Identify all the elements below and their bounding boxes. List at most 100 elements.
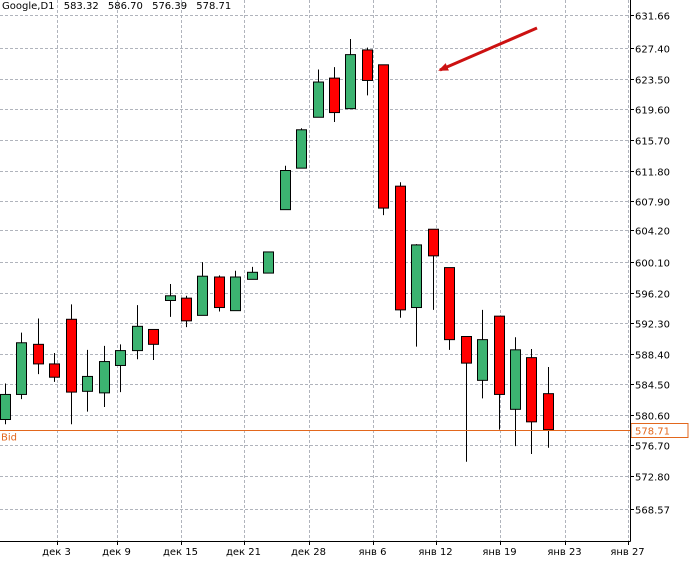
candle (411, 244, 422, 347)
candle-body-bull (197, 275, 208, 316)
candle-body-bull (247, 271, 258, 280)
y-tick-label: 623.50 (635, 76, 670, 87)
candle (296, 128, 307, 169)
y-tick-label: 619.60 (635, 106, 670, 117)
candle-body-bear (214, 276, 225, 309)
y-tick-label: 576.70 (635, 442, 670, 453)
candle (526, 349, 537, 454)
candle-body-bull (132, 325, 143, 352)
candle-body-bear (329, 77, 340, 114)
candle-body-bull (411, 244, 422, 309)
x-tick-label: янв 12 (418, 547, 452, 558)
candle-body-bull (115, 350, 126, 366)
candle (247, 266, 258, 280)
candle (66, 304, 77, 425)
y-tick-label: 607.90 (635, 198, 670, 209)
grid-layer (0, 0, 630, 541)
candle-body-bull (165, 295, 176, 301)
candle (148, 328, 159, 360)
candle-body-bull (82, 375, 93, 392)
candle-body-bull (99, 361, 110, 394)
x-tick-label: янв 27 (610, 547, 644, 558)
candle (99, 345, 110, 407)
y-tick-label: 611.80 (635, 168, 670, 179)
bid-price-label: 578.71 (635, 427, 670, 438)
y-tick-label: 568.57 (635, 506, 670, 517)
candle-body-bear (378, 64, 389, 209)
annotation-arrow (438, 26, 538, 72)
y-tick-label: 588.40 (635, 351, 670, 362)
x-tick-label: дек 15 (163, 547, 198, 558)
candle-body-bear (428, 228, 439, 257)
candle (181, 295, 192, 328)
candle (214, 275, 225, 312)
open-value: 583.32 (63, 1, 99, 12)
y-tick-label: 627.40 (635, 45, 670, 56)
candle-body-bull (296, 129, 307, 169)
candle-body-bull (16, 342, 27, 395)
x-tick-label: дек 9 (102, 547, 131, 558)
high-value: 586.70 (107, 1, 143, 12)
y-tick-label: 615.70 (635, 137, 670, 148)
candle (461, 336, 472, 462)
candle-body-bear (181, 297, 192, 322)
candle-body-bull (313, 81, 324, 118)
x-tick-label: дек 3 (42, 547, 71, 558)
candle-body-bull (510, 349, 521, 410)
y-tick-label: 572.80 (635, 473, 670, 484)
y-tick-label: 580.60 (635, 412, 670, 423)
candle-body-bear (66, 318, 77, 393)
candle-body-bull (230, 276, 241, 312)
candle (362, 47, 373, 96)
close-value: 578.71 (196, 1, 232, 12)
candle (477, 309, 488, 399)
bid-label: Bid (1, 433, 17, 444)
axes-layer: 631.66 627.40 623.50 619.60 615.70 611.80 607.… (0, 0, 670, 558)
symbol-label: Google,D1 (2, 1, 55, 12)
candle-body-bull (263, 251, 274, 274)
candle (428, 228, 439, 310)
candle (395, 182, 406, 318)
candle (329, 67, 340, 122)
candle (543, 367, 554, 448)
y-tick-label: 596.20 (635, 290, 670, 301)
candle (313, 69, 324, 118)
candle (378, 64, 389, 216)
low-value: 576.39 (152, 1, 188, 12)
candle (263, 251, 274, 274)
candle (230, 270, 241, 312)
candle-body-bear (362, 49, 373, 81)
candle (0, 383, 11, 425)
candle (345, 38, 356, 110)
candle-body-bear (148, 328, 159, 345)
chart-header: Google,D1 583.32 586.70 576.39 578.71 (2, 1, 237, 12)
candle (49, 352, 60, 382)
y-tick-label: 631.66 (635, 12, 670, 23)
candle-body-bear (33, 343, 44, 365)
x-tick-label: дек 21 (226, 547, 261, 558)
y-tick-label: 600.10 (635, 259, 670, 270)
candle (82, 349, 93, 412)
x-tick-label: янв 19 (482, 547, 516, 558)
candle (510, 337, 521, 447)
candle-body-bull (280, 170, 291, 211)
candle-body-bear (461, 336, 472, 364)
candle (132, 305, 143, 360)
candle (16, 332, 27, 400)
candle (197, 262, 208, 316)
x-tick-label: янв 6 (359, 547, 387, 558)
candle-body-bear (494, 315, 505, 395)
candle (165, 284, 176, 317)
candles-layer (0, 38, 554, 462)
candle-body-bull (345, 54, 356, 110)
candle-body-bear (444, 267, 455, 341)
candle-body-bear (49, 363, 60, 378)
y-tick-label: 584.50 (635, 381, 670, 392)
candle (33, 318, 44, 375)
candle-body-bear (526, 357, 537, 423)
candle-body-bear (543, 393, 554, 431)
candle (494, 315, 505, 430)
candle-body-bear (395, 185, 406, 311)
